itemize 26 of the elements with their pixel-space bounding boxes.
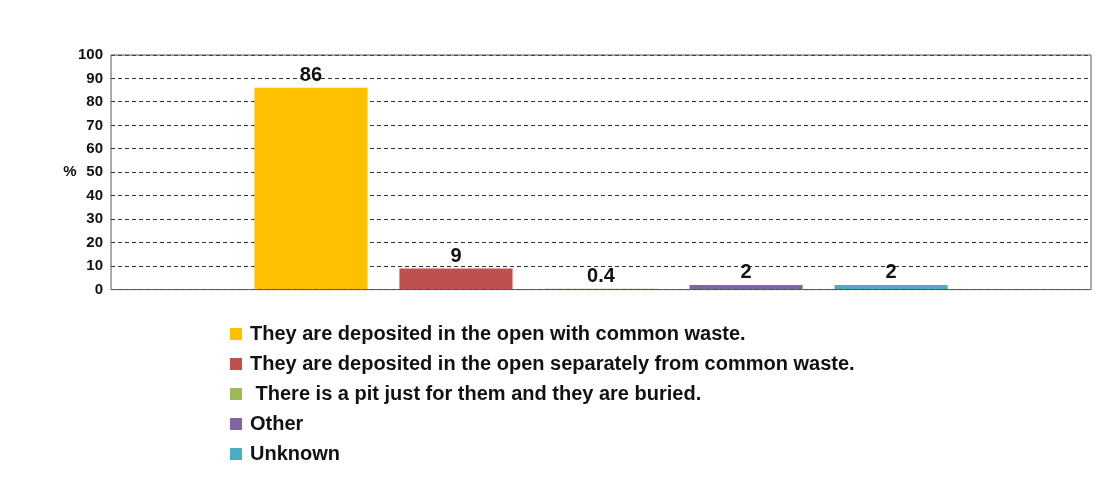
bar bbox=[834, 284, 948, 290]
y-tick-label: 30 bbox=[86, 209, 104, 227]
y-tick-label: 40 bbox=[86, 185, 104, 203]
bar bbox=[689, 284, 803, 290]
data-label: 0.4 bbox=[587, 264, 616, 287]
y-tick-label: 0 bbox=[94, 279, 104, 297]
legend-label: They are deposited in the open separately from common waste. bbox=[249, 351, 855, 376]
bar bbox=[399, 268, 513, 290]
legend-label: Other bbox=[249, 411, 305, 436]
y-tick-label: 10 bbox=[86, 256, 104, 274]
y-tick-label: 80 bbox=[86, 92, 104, 110]
legend-label: There is a pit just for them and they are buried. bbox=[254, 381, 703, 406]
data-label: 9 bbox=[450, 244, 462, 266]
y-tick-label: 90 bbox=[86, 68, 104, 86]
data-label: 2 bbox=[740, 260, 752, 283]
legend-label: They are deposited in the open with common waste. bbox=[249, 321, 747, 346]
bar bbox=[254, 87, 368, 290]
y-tick-label: 50 bbox=[86, 162, 104, 180]
y-tick-label: 20 bbox=[86, 232, 104, 250]
y-tick-label: 70 bbox=[86, 115, 104, 133]
data-label: 86 bbox=[299, 63, 323, 86]
y-tick-label: 100 bbox=[78, 45, 104, 63]
data-label: 2 bbox=[885, 260, 897, 283]
legend-label: Unknown bbox=[249, 441, 341, 466]
y-axis-title: % bbox=[63, 162, 77, 180]
y-tick-label: 60 bbox=[86, 138, 104, 156]
